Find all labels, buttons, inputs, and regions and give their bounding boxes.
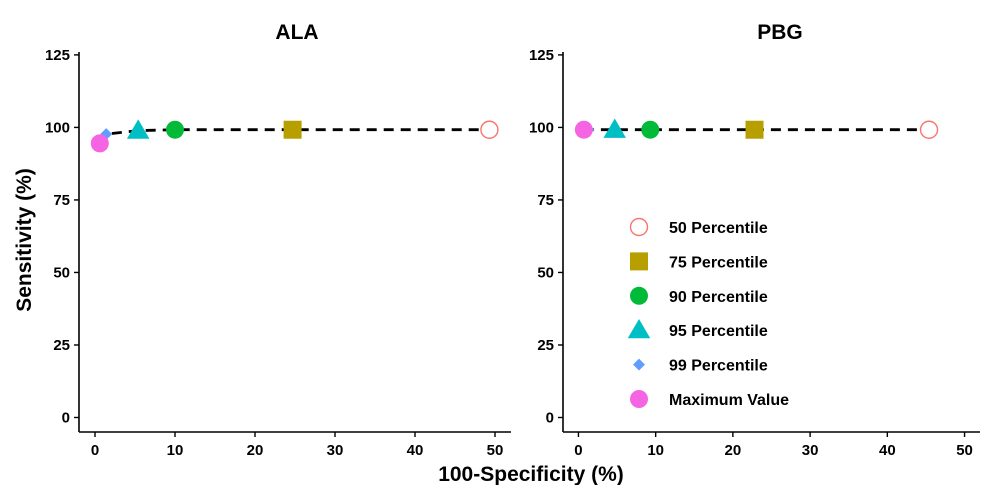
- point-50-percentile: [480, 120, 499, 139]
- panel-title: PBG: [757, 21, 803, 44]
- point-90-percentile: [166, 120, 184, 139]
- x-tick-label: 40: [879, 442, 896, 459]
- legend-key-icon: [630, 390, 648, 408]
- y-tick-label: 0: [546, 409, 554, 426]
- x-tick-label: 50: [487, 442, 504, 459]
- legend-key-icon: [630, 252, 648, 271]
- y-tick-label: 25: [537, 337, 554, 354]
- y-tick-label: 50: [537, 264, 554, 281]
- y-axis-title: Sensitivity (%): [13, 168, 36, 312]
- panel-pbg: PBG 0 25 50 75 100 125 0 10 20 30 40 50: [529, 21, 980, 459]
- x-axis-title: 100-Specificity (%): [438, 463, 624, 485]
- legend-label: 99 Percentile: [669, 358, 768, 375]
- y-tick-label: 75: [53, 192, 70, 209]
- x-tick-label: 0: [574, 442, 582, 459]
- x-tick-label: 10: [647, 442, 664, 459]
- y-tick-label: 125: [529, 47, 554, 64]
- legend-label: 75 Percentile: [669, 254, 768, 271]
- point-maximum-value: [90, 134, 109, 153]
- legend-item: 90 Percentile: [630, 286, 768, 306]
- x-tick-label: 40: [407, 442, 424, 459]
- y-tick-label: 75: [537, 192, 554, 209]
- point-90-percentile: [641, 120, 660, 139]
- legend-label: 50 Percentile: [669, 220, 768, 237]
- legend-label: 90 Percentile: [669, 289, 768, 306]
- y-tick-label: 125: [45, 47, 70, 64]
- x-tick-label: 10: [167, 442, 184, 459]
- legend: 50 Percentile 75 Percentile 90 Percentile 9…: [627, 217, 789, 409]
- point-50-percentile: [919, 120, 939, 139]
- x-tick-label: 20: [247, 442, 264, 459]
- y-tick-label: 100: [529, 119, 554, 136]
- y-tick-label: 25: [53, 337, 70, 354]
- x-tick-label: 20: [725, 442, 742, 459]
- legend-label: 95 Percentile: [669, 323, 768, 340]
- legend-item: 50 Percentile: [629, 217, 768, 237]
- point-95-percentile: [126, 119, 150, 139]
- x-tick-label: 50: [956, 442, 973, 459]
- y-tick-label: 50: [53, 264, 70, 281]
- point-maximum-value: [574, 120, 593, 139]
- point-95-percentile: [603, 118, 626, 138]
- x-tick-label: 30: [802, 442, 819, 459]
- legend-key-icon: [630, 286, 648, 305]
- panel-title: ALA: [275, 21, 318, 44]
- legend-item: 99 Percentile: [633, 358, 768, 375]
- y-tick-label: 100: [45, 119, 70, 136]
- x-tick-label: 0: [91, 442, 99, 459]
- legend-item: 95 Percentile: [627, 318, 768, 340]
- x-tick-label: 30: [327, 442, 344, 459]
- legend-key-icon: [629, 217, 649, 237]
- legend-item: 75 Percentile: [630, 252, 768, 271]
- legend-item: Maximum Value: [630, 390, 789, 409]
- legend-label: Maximum Value: [669, 392, 789, 409]
- y-tick-label: 0: [62, 409, 70, 426]
- point-75-percentile: [283, 120, 302, 139]
- point-75-percentile: [745, 120, 764, 139]
- legend-key-icon: [633, 358, 645, 371]
- panel-ala: ALA 0 25 50 75 100 125 0 10 20 30 40 50: [45, 21, 511, 459]
- legend-key-icon: [627, 318, 651, 339]
